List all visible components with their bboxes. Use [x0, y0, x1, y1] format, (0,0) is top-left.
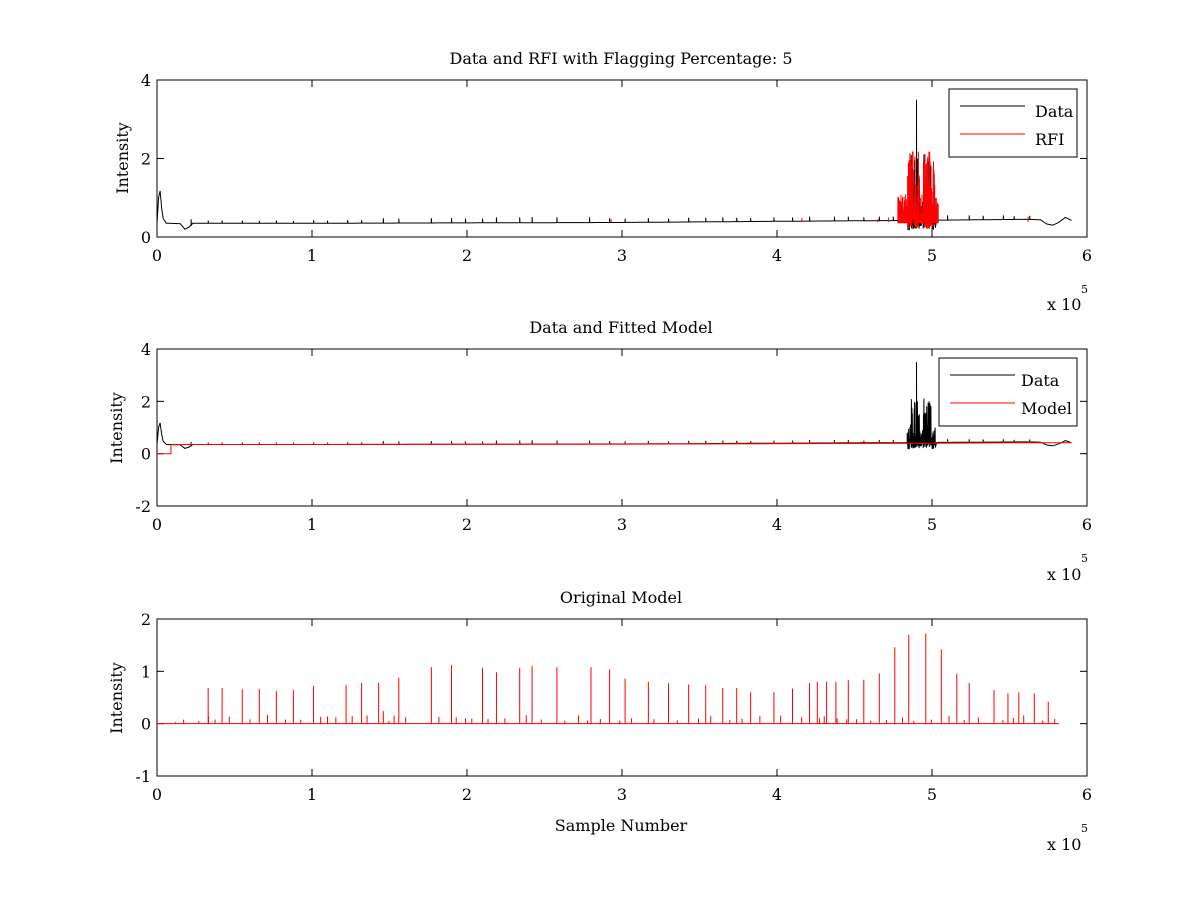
x-tick-label: 5	[927, 246, 937, 265]
y-tick-label: 1	[141, 662, 151, 681]
y-axis-label: Intensity	[113, 122, 132, 194]
legend: Data Model	[938, 357, 1078, 427]
chart-title: Original Model	[560, 588, 682, 607]
axis-ticks: 0 1 2 3 4 5 6 0 2 4	[141, 71, 1092, 265]
y-tick-label: 2	[141, 392, 151, 411]
series-layer	[156, 99, 1072, 231]
y-tick-label: 2	[141, 610, 151, 629]
x-tick-label: 4	[772, 246, 782, 265]
y-tick-label: -2	[135, 497, 151, 516]
legend-box	[948, 88, 1078, 158]
x-multiplier-exponent: 5	[1081, 283, 1088, 296]
y-tick-label: 0	[141, 445, 151, 464]
x-tick-label: 4	[772, 515, 782, 534]
x-tick-label: 0	[152, 785, 162, 804]
y-tick-label: -1	[135, 767, 151, 786]
x-multiplier-label: x 10	[1047, 835, 1081, 854]
series-layer	[157, 633, 1060, 725]
y-tick-label: 2	[141, 150, 151, 169]
x-tick-label: 3	[617, 246, 627, 265]
plot-area	[156, 79, 1088, 238]
series-line-rfi	[897, 151, 939, 229]
panel-data-model: Data and Fitted Model Intensity 0 1 2 3 4 5 6 -…	[107, 318, 1092, 584]
x-multiplier-label: x 10	[1047, 565, 1081, 584]
x-tick-label: 6	[1082, 785, 1092, 804]
x-tick-label: 1	[307, 785, 317, 804]
x-multiplier-exponent: 5	[1081, 822, 1088, 835]
x-tick-label: 2	[462, 246, 472, 265]
chart-title: Data and RFI with Flagging Percentage: 5	[449, 49, 792, 68]
x-tick-label: 4	[772, 785, 782, 804]
x-tick-label: 3	[617, 515, 627, 534]
y-tick-label: 0	[141, 715, 151, 734]
plot-area	[156, 348, 1088, 507]
x-tick-label: 0	[152, 515, 162, 534]
x-tick-label: 0	[152, 246, 162, 265]
x-tick-label: 1	[307, 515, 317, 534]
x-tick-label: 6	[1082, 246, 1092, 265]
x-tick-label: 5	[927, 785, 937, 804]
series-line-model	[157, 440, 1072, 455]
x-tick-label: 3	[617, 785, 627, 804]
legend-label-model: Model	[1021, 399, 1072, 418]
legend: Data RFI	[948, 88, 1078, 158]
x-multiplier-label: x 10	[1047, 295, 1081, 314]
chart-title: Data and Fitted Model	[529, 318, 712, 337]
y-tick-label: 4	[141, 340, 151, 359]
y-tick-label: 4	[141, 71, 151, 90]
x-tick-label: 5	[927, 515, 937, 534]
x-multiplier-exponent: 5	[1081, 552, 1088, 565]
series-layer	[156, 362, 1072, 455]
legend-label-data: Data	[1021, 371, 1060, 390]
legend-label-data: Data	[1035, 102, 1074, 121]
x-tick-label: 2	[462, 785, 472, 804]
x-tick-label: 1	[307, 246, 317, 265]
y-tick-label: 0	[141, 228, 151, 247]
y-axis-label: Intensity	[107, 662, 126, 734]
legend-label-rfi: RFI	[1035, 130, 1064, 149]
x-tick-label: 2	[462, 515, 472, 534]
panel-data-rfi: Data and RFI with Flagging Percentage: 5…	[113, 49, 1092, 314]
x-tick-label: 6	[1082, 515, 1092, 534]
y-axis-label: Intensity	[107, 392, 126, 464]
plot-area	[156, 618, 1088, 777]
legend-box	[938, 357, 1078, 427]
x-axis-label: Sample Number	[555, 816, 688, 835]
